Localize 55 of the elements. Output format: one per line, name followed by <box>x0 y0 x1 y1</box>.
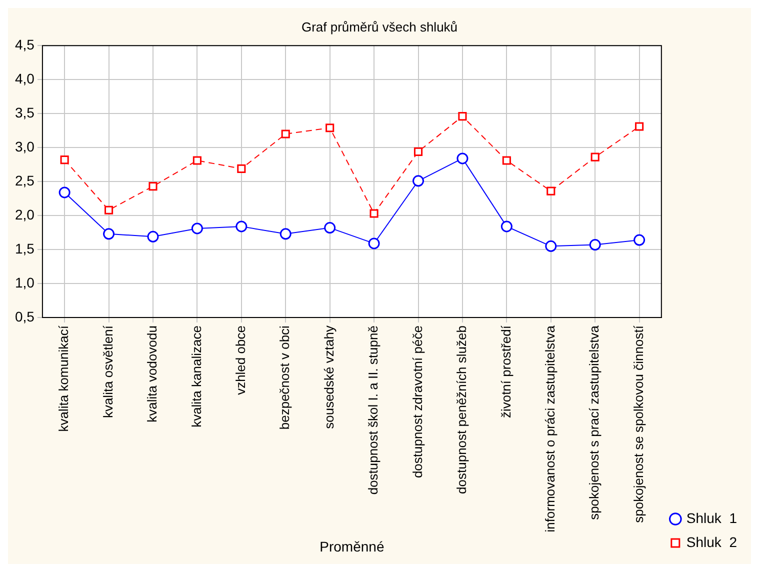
point <box>147 230 159 242</box>
x-tick-label: kvalita komunikací <box>56 325 72 432</box>
x-tick-label: dostupnost škol I. a II. stupně <box>366 326 381 495</box>
x-axis-title: Proměnné <box>320 538 384 554</box>
point <box>546 186 556 196</box>
point <box>281 130 290 138</box>
point <box>634 234 646 246</box>
legend-label: Shluk 1 <box>686 510 738 526</box>
point <box>502 156 511 165</box>
x-tick-label: dostupnost peněžních služeb <box>454 326 470 494</box>
point <box>414 147 423 156</box>
point <box>368 238 380 250</box>
point <box>589 239 601 251</box>
y-tick-label: 1,0 <box>14 274 35 290</box>
point <box>192 156 202 165</box>
x-tick-label: informovanost o práci zastupitelstva <box>542 324 558 532</box>
y-tick-label: 0,5 <box>14 308 35 324</box>
point <box>280 228 292 240</box>
point <box>104 206 114 214</box>
x-tick-label: kvalita kanalizace <box>188 326 204 428</box>
legend-label: Shluk 2 <box>686 534 738 550</box>
x-tick-label: životní prostředí <box>498 325 514 418</box>
x-tick-label: vzhled obce <box>232 326 248 395</box>
point <box>191 222 203 234</box>
point <box>103 228 115 240</box>
point <box>60 156 69 164</box>
x-tick-label: sousedské vztahy <box>321 325 336 429</box>
point <box>458 112 467 121</box>
y-tick-label: 3,5 <box>14 104 35 120</box>
point <box>237 164 246 173</box>
point <box>370 209 378 218</box>
y-tick-label: 2,5 <box>14 172 35 188</box>
point <box>236 220 248 232</box>
y-tick-label: 2,0 <box>14 206 35 222</box>
x-tick-label: kvalita osvětlení <box>100 325 116 418</box>
x-tick-label: spokojenost se spolkovou činností <box>630 325 646 523</box>
point <box>58 186 70 198</box>
point <box>148 182 158 191</box>
y-tick-label: 1,5 <box>14 240 35 256</box>
point <box>545 240 557 252</box>
x-tick-label: dostupnost zdravotní péče <box>410 326 425 478</box>
x-tick-label: kvalita vodovodu <box>144 326 160 422</box>
x-tick-label: spokojenost s prací zastupitelstva <box>586 324 602 520</box>
y-tick-label: 4,5 <box>14 36 35 52</box>
point <box>326 124 334 132</box>
y-tick-label: 4,0 <box>14 70 35 86</box>
point <box>635 122 644 131</box>
point <box>590 152 600 162</box>
y-tick-label: 3,0 <box>14 138 35 154</box>
x-tick-label: bezpečnost v obci <box>277 325 292 430</box>
point <box>412 175 424 187</box>
chart-title: Graf průměrů všech shluků <box>301 19 458 34</box>
point <box>324 222 336 234</box>
point <box>456 152 468 164</box>
point <box>500 220 512 232</box>
